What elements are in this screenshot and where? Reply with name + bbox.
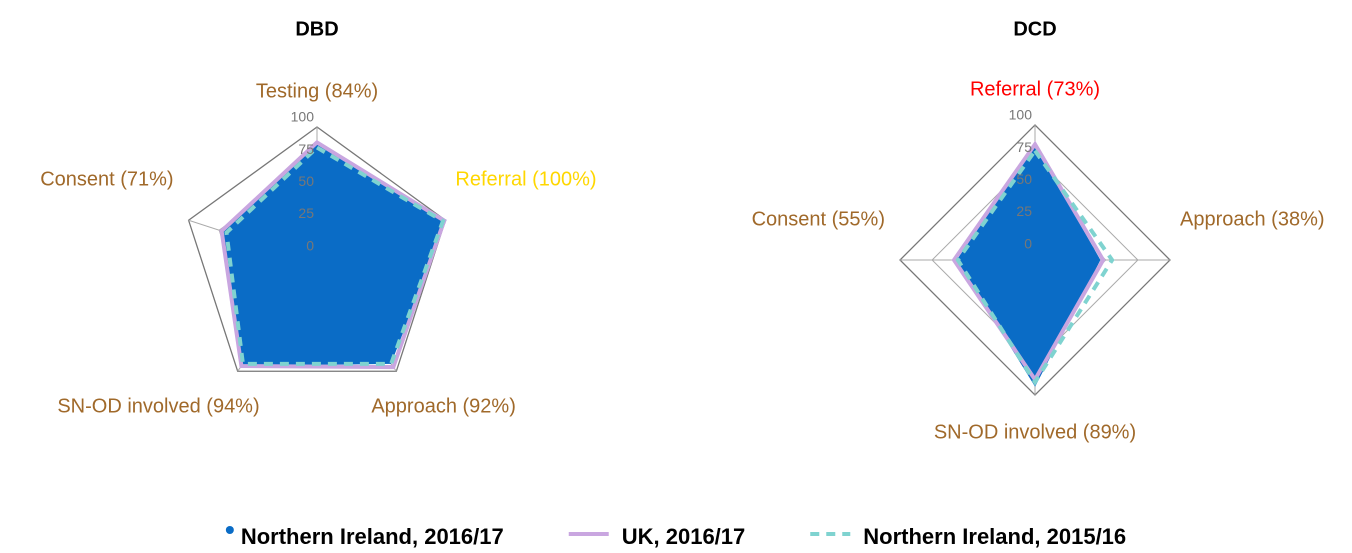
- legend-marker: [225, 526, 234, 534]
- legend-label: Northern Ireland, 2016/17: [241, 524, 504, 549]
- category-label: Consent (71%): [40, 169, 173, 191]
- tick-label: 50: [1016, 171, 1032, 187]
- tick-label: 75: [1016, 139, 1032, 155]
- tick-label: 75: [298, 141, 314, 157]
- chart-title: DBD: [295, 18, 338, 40]
- series-area: [223, 143, 447, 366]
- chart-title: DCD: [1013, 18, 1056, 40]
- category-label: SN-OD involved (89%): [934, 421, 1136, 443]
- tick-label: 100: [1009, 107, 1033, 123]
- tick-label: 50: [298, 173, 314, 189]
- tick-label: 100: [291, 109, 315, 125]
- tick-label: 25: [298, 205, 314, 221]
- legend-label: Northern Ireland, 2015/16: [863, 524, 1126, 549]
- tick-label: 0: [306, 237, 314, 253]
- category-label: Consent (55%): [752, 208, 885, 230]
- series-area: [955, 147, 1115, 386]
- category-label: SN-OD involved (94%): [57, 395, 259, 417]
- category-label: Testing (84%): [256, 80, 378, 102]
- series-area: [224, 145, 446, 366]
- category-label: Approach (92%): [371, 395, 516, 417]
- category-label: Referral (73%): [970, 78, 1100, 100]
- tick-label: 25: [1016, 203, 1032, 219]
- tick-label: 0: [1024, 235, 1032, 251]
- grid-ring: [187, 126, 447, 372]
- category-label: Referral (100%): [455, 169, 596, 191]
- legend-label: UK, 2016/17: [622, 524, 746, 549]
- category-label: Approach (38%): [1180, 208, 1325, 230]
- legend: Northern Ireland, 2016/17 UK, 2016/17 Nort…: [225, 524, 1126, 549]
- series-area: [219, 139, 447, 370]
